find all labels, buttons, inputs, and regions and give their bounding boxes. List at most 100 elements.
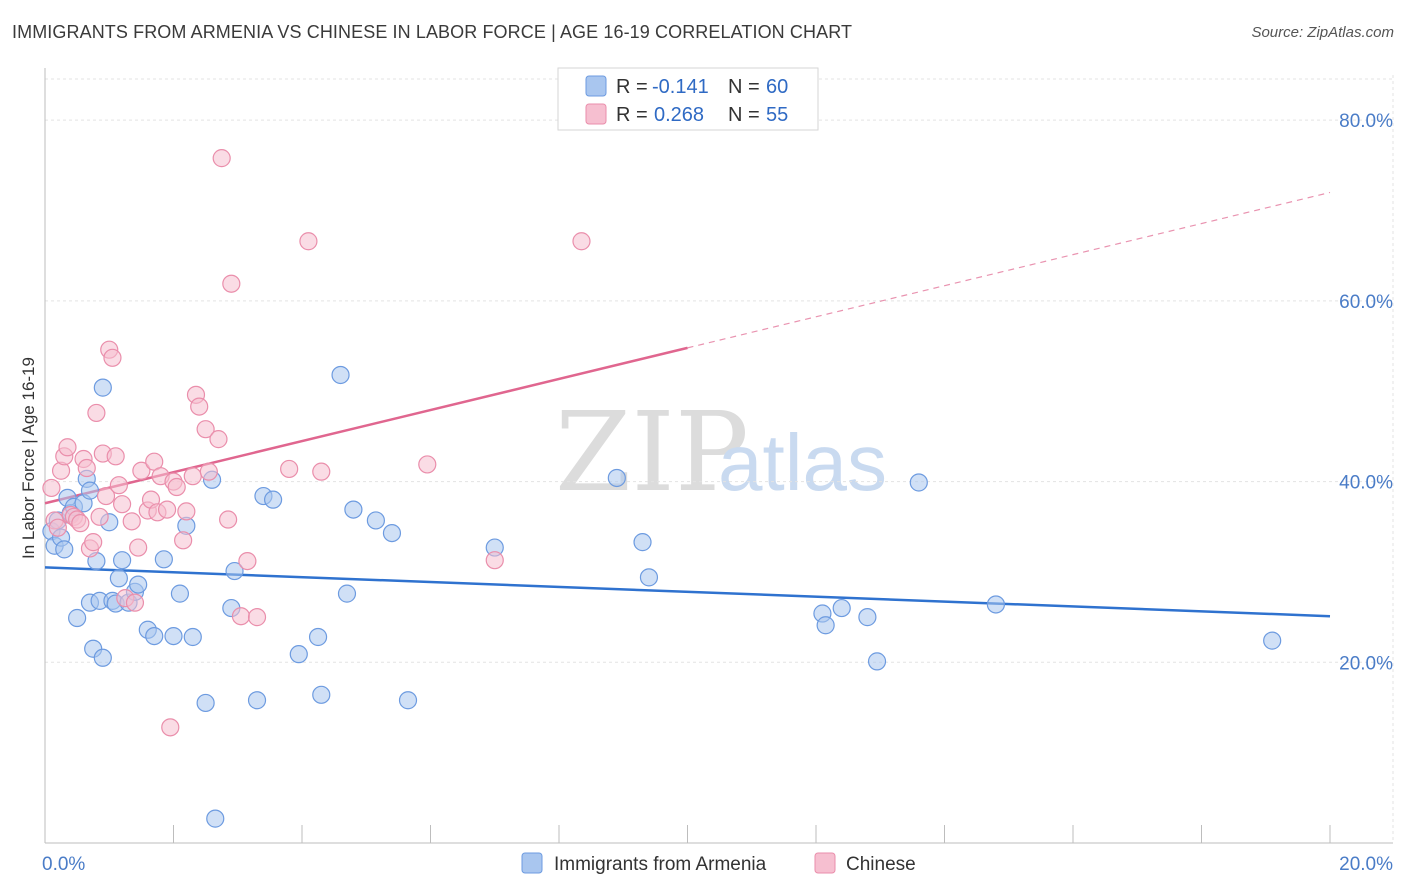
chart-title: IMMIGRANTS FROM ARMENIA VS CHINESE IN LA… [12,22,853,42]
point-chinese-33 [157,500,177,519]
point-chinese-11 [77,458,96,478]
legend-r-label-armenia: R = [616,76,648,98]
point-chinese-46 [219,510,238,529]
series-legend-label-chinese: Chinese [846,854,916,875]
point-chinese-26 [129,538,148,557]
point-armenia-56 [832,598,851,618]
point-armenia-49 [398,691,418,710]
point-chinese-27 [132,461,151,480]
point-armenia-29 [164,626,183,646]
point-armenia-25 [129,575,148,594]
point-armenia-37 [225,561,244,581]
legend-n-label-chinese: N = [728,104,760,126]
point-armenia-60 [986,595,1006,614]
point-armenia-32 [183,627,202,647]
series-legend-swatch-armenia [521,852,543,874]
point-chinese-19 [103,348,122,367]
point-armenia-27 [145,626,164,646]
point-armenia-28 [154,550,173,569]
point-chinese-56 [572,232,591,251]
x-tick-label-0: 0.0% [42,854,85,875]
axes [44,68,1393,844]
watermark: ZIP atlas [555,388,887,516]
point-chinese-25 [125,593,145,612]
point-armenia-11 [80,481,100,500]
point-chinese-22 [112,495,132,514]
point-chinese-43 [199,462,218,481]
point-armenia-44 [331,365,350,385]
point-armenia-41 [289,645,308,664]
point-chinese-41 [190,397,209,416]
point-armenia-51 [607,468,626,488]
point-chinese-14 [87,403,106,423]
legend-swatch-chinese [585,103,607,125]
point-chinese-55 [485,551,504,570]
watermark-zip: ZIP [555,388,749,516]
point-armenia-59 [909,473,928,492]
legend-swatch-armenia [585,75,607,97]
point-chinese-24 [122,512,141,531]
point-chinese-0 [42,478,61,498]
point-armenia-61 [1263,631,1282,650]
point-armenia-8 [68,608,87,628]
point-chinese-2 [48,518,67,537]
point-armenia-16 [93,378,112,397]
legend-r-label-chinese: R = [616,104,648,126]
point-armenia-4 [55,540,74,559]
point-chinese-5 [58,438,77,457]
legend-r-value-chinese: 0.268 [654,104,704,126]
point-chinese-37 [174,531,193,550]
point-armenia-30 [170,584,190,603]
y-tick-label-2: 60.0% [1339,292,1393,313]
point-armenia-55 [816,616,835,635]
point-chinese-17 [96,486,116,506]
point-chinese-15 [90,507,109,526]
point-armenia-57 [858,608,877,627]
point-chinese-13 [84,533,103,552]
point-chinese-21 [109,476,128,495]
point-armenia-21 [109,569,128,588]
stats-legend: R = -0.141 N = 60 R = 0.268 N = 55 [557,67,819,131]
watermark-atlas: atlas [718,418,887,507]
point-chinese-45 [212,149,231,168]
point-chinese-48 [231,607,251,626]
point-chinese-47 [222,274,241,293]
point-armenia-52 [633,533,652,552]
point-armenia-40 [263,490,283,509]
series-legend-swatch-chinese [814,852,836,874]
y-tick-label-1: 40.0% [1339,473,1393,494]
series-legend-label-armenia: Immigrants from Armenia [554,854,767,875]
point-chinese-51 [280,459,299,479]
y-axis-label: In Labor Force | Age 16-19 [19,357,38,559]
y-tick-labels: 20.0% 40.0% 60.0% 80.0% [1339,111,1393,674]
point-chinese-44 [209,430,228,449]
trend-line-extension-1 [687,191,1331,349]
point-armenia-48 [382,523,402,543]
y-tick-label-3: 80.0% [1339,111,1393,132]
point-chinese-20 [106,447,125,466]
legend-n-value-armenia: 60 [766,76,788,98]
source-credit: Source: ZipAtlas.com [1251,24,1394,41]
point-armenia-43 [312,685,331,704]
point-chinese-54 [418,455,437,474]
legend-n-value-chinese: 55 [766,104,788,126]
point-armenia-58 [867,652,887,671]
legend-n-label-armenia: N = [728,76,760,98]
point-armenia-53 [639,568,659,587]
point-armenia-35 [206,809,225,828]
point-armenia-38 [247,691,267,710]
point-armenia-17 [93,648,112,667]
x-tick-label-1: 20.0% [1339,854,1393,875]
series-legend: Immigrants from Armenia Chinese [521,852,916,875]
point-armenia-22 [112,551,132,570]
point-chinese-53 [312,462,331,481]
point-chinese-52 [299,232,318,251]
legend-r-value-armenia: -0.141 [652,76,709,98]
point-armenia-33 [196,693,215,713]
series-chinese-points [42,149,591,737]
point-chinese-49 [238,551,257,571]
trend-line-0 [44,566,1331,618]
point-chinese-34 [161,718,180,737]
point-chinese-42 [196,420,215,439]
